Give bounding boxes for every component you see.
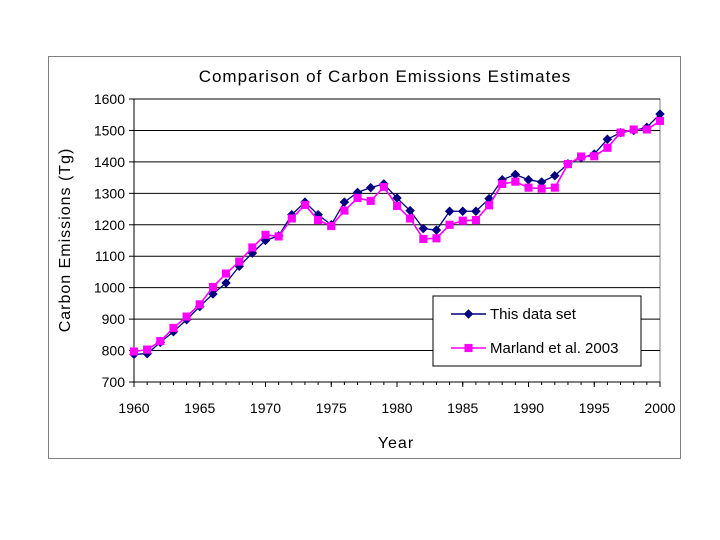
y-tick-label: 1100 xyxy=(95,248,125,264)
legend-label-1: This data set xyxy=(490,306,577,323)
data-point-1 xyxy=(549,170,560,181)
data-point-2 xyxy=(590,152,599,161)
data-point-2 xyxy=(498,179,507,188)
x-tick-label: 1975 xyxy=(316,400,347,416)
data-point-1 xyxy=(457,206,468,217)
x-axis-title: Year xyxy=(378,435,414,452)
series-2 xyxy=(129,116,665,356)
data-point-2 xyxy=(458,216,467,225)
data-point-2 xyxy=(156,337,165,346)
data-point-2 xyxy=(195,300,204,309)
y-tick-label: 1600 xyxy=(94,91,125,107)
data-point-1 xyxy=(418,223,429,234)
data-point-2 xyxy=(235,257,244,266)
data-point-2 xyxy=(274,232,283,241)
data-point-1 xyxy=(221,278,231,288)
data-point-2 xyxy=(300,200,309,210)
data-point-2 xyxy=(129,347,139,356)
legend-marker-1 xyxy=(463,309,474,319)
y-tick-label: 1500 xyxy=(94,122,125,138)
data-point-2 xyxy=(248,243,257,252)
data-point-2 xyxy=(392,201,402,210)
data-point-2 xyxy=(406,214,415,223)
data-point-2 xyxy=(655,116,665,126)
data-point-2 xyxy=(143,345,152,354)
y-axis-title: Carbon Emissions (Tg) xyxy=(57,148,74,333)
data-point-2 xyxy=(550,183,559,192)
data-point-2 xyxy=(379,182,388,192)
x-tick-label: 2000 xyxy=(644,400,675,416)
gridlines xyxy=(134,98,660,352)
data-point-2 xyxy=(563,160,573,169)
data-point-2 xyxy=(577,152,586,161)
legend-box xyxy=(432,295,642,367)
y-tick-label: 700 xyxy=(102,374,126,390)
data-point-1 xyxy=(365,182,376,193)
data-point-2 xyxy=(485,201,494,210)
data-point-2 xyxy=(524,183,533,192)
x-tick-label: 1965 xyxy=(184,400,215,416)
axes: 700 800 900 1000 1100 1200 1300 1400 1500 1600 196… xyxy=(94,91,676,416)
data-point-2 xyxy=(182,312,191,321)
data-point-2 xyxy=(222,269,231,278)
y-tick-label: 1000 xyxy=(94,280,125,296)
data-point-1 xyxy=(471,206,481,217)
x-tick-label: 1980 xyxy=(381,400,412,416)
legend-marker-2 xyxy=(464,343,473,353)
x-tick-label: 1990 xyxy=(513,400,544,416)
data-point-2 xyxy=(445,220,454,229)
series-layer xyxy=(129,109,665,360)
y-tick-label: 900 xyxy=(102,311,126,327)
legend-label-2: Marland et al. 2003 xyxy=(490,340,618,357)
data-point-2 xyxy=(169,323,178,332)
chart-title: Comparison of Carbon Emissions Estimates xyxy=(199,67,572,86)
y-tick-label: 1300 xyxy=(94,185,125,201)
data-point-2 xyxy=(340,206,349,215)
x-tick-label: 1970 xyxy=(250,400,281,416)
x-tick-label: 1995 xyxy=(579,400,610,416)
data-point-2 xyxy=(537,184,546,193)
data-point-2 xyxy=(642,125,651,134)
y-tick-label: 800 xyxy=(102,343,126,359)
data-point-2 xyxy=(366,196,375,205)
data-point-2 xyxy=(603,143,612,152)
data-point-2 xyxy=(629,125,638,134)
data-point-2 xyxy=(287,214,296,223)
y-tick-label: 1400 xyxy=(94,154,125,170)
data-point-2 xyxy=(419,234,428,243)
x-tick-label: 1960 xyxy=(118,400,149,416)
data-point-2 xyxy=(327,221,336,231)
y-tick-label: 1200 xyxy=(94,217,125,233)
x-tick-label: 1985 xyxy=(447,400,478,416)
data-point-2 xyxy=(353,194,362,203)
data-point-2 xyxy=(314,216,323,225)
legend: This data set Marland et al. 2003 xyxy=(432,295,642,367)
data-point-2 xyxy=(471,216,480,225)
data-point-1 xyxy=(208,289,218,299)
data-point-2 xyxy=(261,230,270,239)
data-point-1 xyxy=(444,206,455,217)
data-point-2 xyxy=(511,177,520,186)
data-point-2 xyxy=(208,282,217,292)
data-point-2 xyxy=(432,234,441,243)
data-point-2 xyxy=(616,128,625,137)
